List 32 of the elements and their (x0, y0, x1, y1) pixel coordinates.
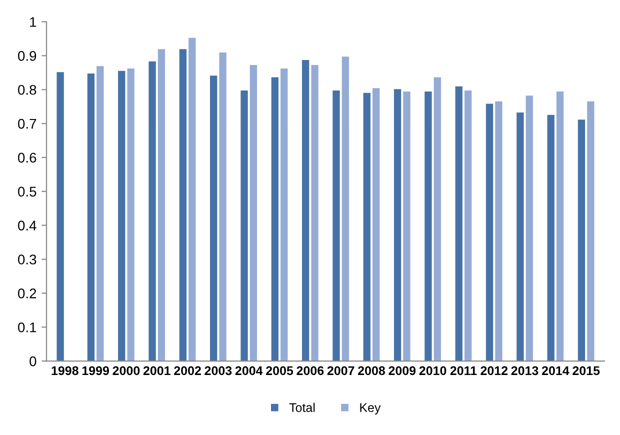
x-tick-label: 2014 (542, 366, 570, 376)
y-tick-label: 0.7 (18, 118, 36, 129)
y-tick-label: 0.2 (18, 288, 36, 298)
x-tick-label: 2006 (296, 366, 324, 376)
y-tick-label: 1 (30, 17, 36, 27)
x-tick-label: 1999 (82, 366, 109, 376)
y-tick-label: 0.9 (18, 51, 36, 61)
legend-label: Total (289, 402, 315, 412)
x-tick-label: 2008 (358, 366, 386, 376)
y-tick-label: 0.6 (18, 152, 36, 163)
x-tick-label: 2003 (204, 366, 232, 376)
y-tick-label: 0.1 (18, 322, 36, 332)
x-tick-label: 2000 (112, 366, 140, 376)
x-tick-label: 2010 (419, 366, 446, 376)
x-tick-label: 2011 (450, 366, 477, 376)
x-tick-label: 2009 (388, 366, 416, 376)
y-tick-label: 0.3 (18, 254, 36, 264)
x-tick-label: 2004 (235, 366, 263, 376)
x-tick-label: 1998 (52, 366, 78, 376)
bar (56, 71, 65, 362)
x-tick-label: 2007 (327, 366, 354, 376)
y-tick-label: 0.8 (18, 84, 36, 95)
x-tick-label: 2015 (572, 366, 600, 376)
y-tick-label: 0.4 (18, 220, 36, 230)
legend-label: Key (360, 403, 381, 414)
y-tick-label: 0.5 (18, 186, 36, 197)
x-tick-label: 2012 (480, 366, 508, 376)
x-tick-label: 2002 (174, 366, 201, 376)
x-tick-label: 2001 (143, 366, 170, 376)
y-tick-label: 0 (30, 356, 36, 366)
x-tick-label: 2013 (511, 366, 538, 376)
x-tick-label: 2005 (266, 366, 294, 376)
